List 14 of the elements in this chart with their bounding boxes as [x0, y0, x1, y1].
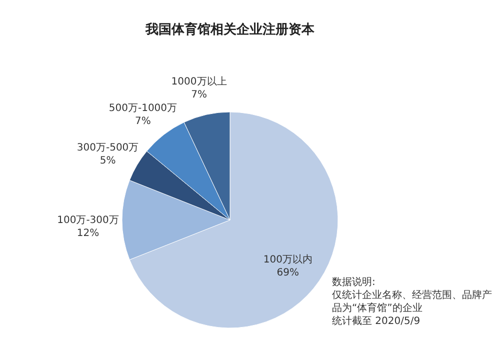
slice-label: 1000万以上: [171, 75, 227, 88]
text: 仅统计企业名称、经营范围、品牌产品为“体育馆”的企业: [332, 289, 493, 315]
data-label: 12%: [76, 228, 100, 239]
data-label: 7%: [135, 116, 151, 127]
slice-label: 300万-500万: [76, 142, 139, 154]
text: 数据说明:: [332, 276, 376, 289]
data-label: 5%: [100, 156, 116, 167]
text: 统计截至 2020/5/9: [332, 315, 422, 328]
data-label: 69%: [276, 267, 300, 278]
slice-label: 500万-1000万: [108, 102, 178, 114]
chart-title: 我国体育馆相关企业注册资本: [144, 21, 316, 38]
slice-label: 100万以内: [263, 253, 312, 266]
data-label: 7%: [191, 89, 207, 100]
slice-label: 100万-300万: [57, 215, 119, 226]
